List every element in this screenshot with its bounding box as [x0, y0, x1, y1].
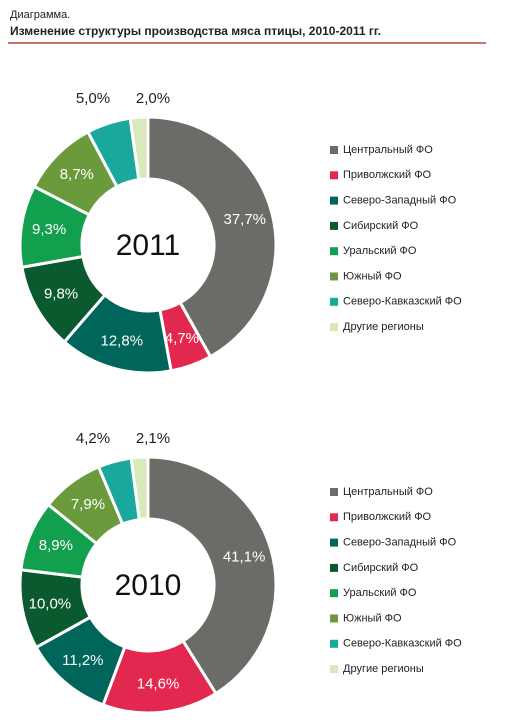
legend-label: Сибирский ФО — [343, 220, 419, 232]
value-label: 41,1% — [223, 548, 266, 565]
legend-label: Центральный ФО — [343, 486, 433, 498]
value-label: 5,0% — [76, 90, 110, 107]
legend-swatch — [330, 563, 338, 572]
legend-swatch — [330, 614, 338, 623]
legend-swatch — [330, 513, 338, 522]
legend-label: Приволжский ФО — [343, 511, 432, 523]
legend-label: Южный ФО — [343, 612, 402, 624]
value-label: 11,2% — [62, 652, 103, 669]
legend-label: Северо-Западный ФО — [343, 195, 457, 207]
legend-label: Центральный ФО — [343, 144, 433, 156]
value-label: 37,7% — [223, 211, 266, 228]
legend-label: Уральский ФО — [343, 245, 417, 257]
value-label: 4,7% — [165, 330, 199, 347]
legend-label: Другие регионы — [343, 663, 424, 675]
value-label: 4,2% — [76, 430, 110, 447]
slice — [129, 455, 150, 522]
center-label: 2011 — [116, 229, 181, 262]
legend-swatch — [330, 297, 338, 306]
legend-swatch — [330, 538, 338, 547]
legend-swatch — [330, 247, 338, 256]
value-label: 14,6% — [137, 675, 180, 692]
value-label: 9,8% — [44, 285, 78, 302]
center-label: 2010 — [115, 569, 182, 602]
value-label: 12,8% — [101, 332, 144, 349]
legend-swatch — [330, 488, 338, 496]
legend-swatch — [330, 196, 338, 205]
value-label: 8,7% — [60, 166, 94, 183]
value-label: 9,3% — [32, 221, 66, 238]
slice — [146, 115, 278, 359]
legend-swatch — [330, 639, 338, 648]
legend-swatch — [330, 272, 338, 281]
legend-label: Сибирский ФО — [343, 562, 419, 574]
legend-label: Другие регионы — [343, 321, 424, 333]
header-title: Диаграмма. — [10, 9, 70, 21]
legend-label: Северо-Западный ФО — [343, 537, 457, 549]
value-label: 2,1% — [136, 430, 170, 447]
legend-swatch — [330, 146, 338, 154]
value-label: 2,0% — [136, 90, 170, 107]
value-label: 10,0% — [29, 595, 72, 612]
slice — [146, 455, 278, 696]
header-subtitle: Изменение структуры производства мяса пт… — [10, 24, 381, 38]
legend-swatch — [330, 221, 338, 230]
legend-swatch — [330, 323, 338, 332]
value-label: 7,9% — [71, 496, 105, 513]
slice — [128, 115, 150, 182]
legend-label: Уральский ФО — [343, 587, 417, 599]
legend-swatch — [330, 665, 338, 674]
legend-label: Северо-Кавказский ФО — [343, 296, 462, 308]
legend-label: Приволжский ФО — [343, 169, 432, 181]
value-label: 8,9% — [39, 537, 73, 554]
legend-label: Южный ФО — [343, 270, 402, 282]
legend-swatch — [330, 171, 338, 180]
legend-swatch — [330, 589, 338, 598]
legend-label: Северо-Кавказский ФО — [343, 638, 462, 650]
